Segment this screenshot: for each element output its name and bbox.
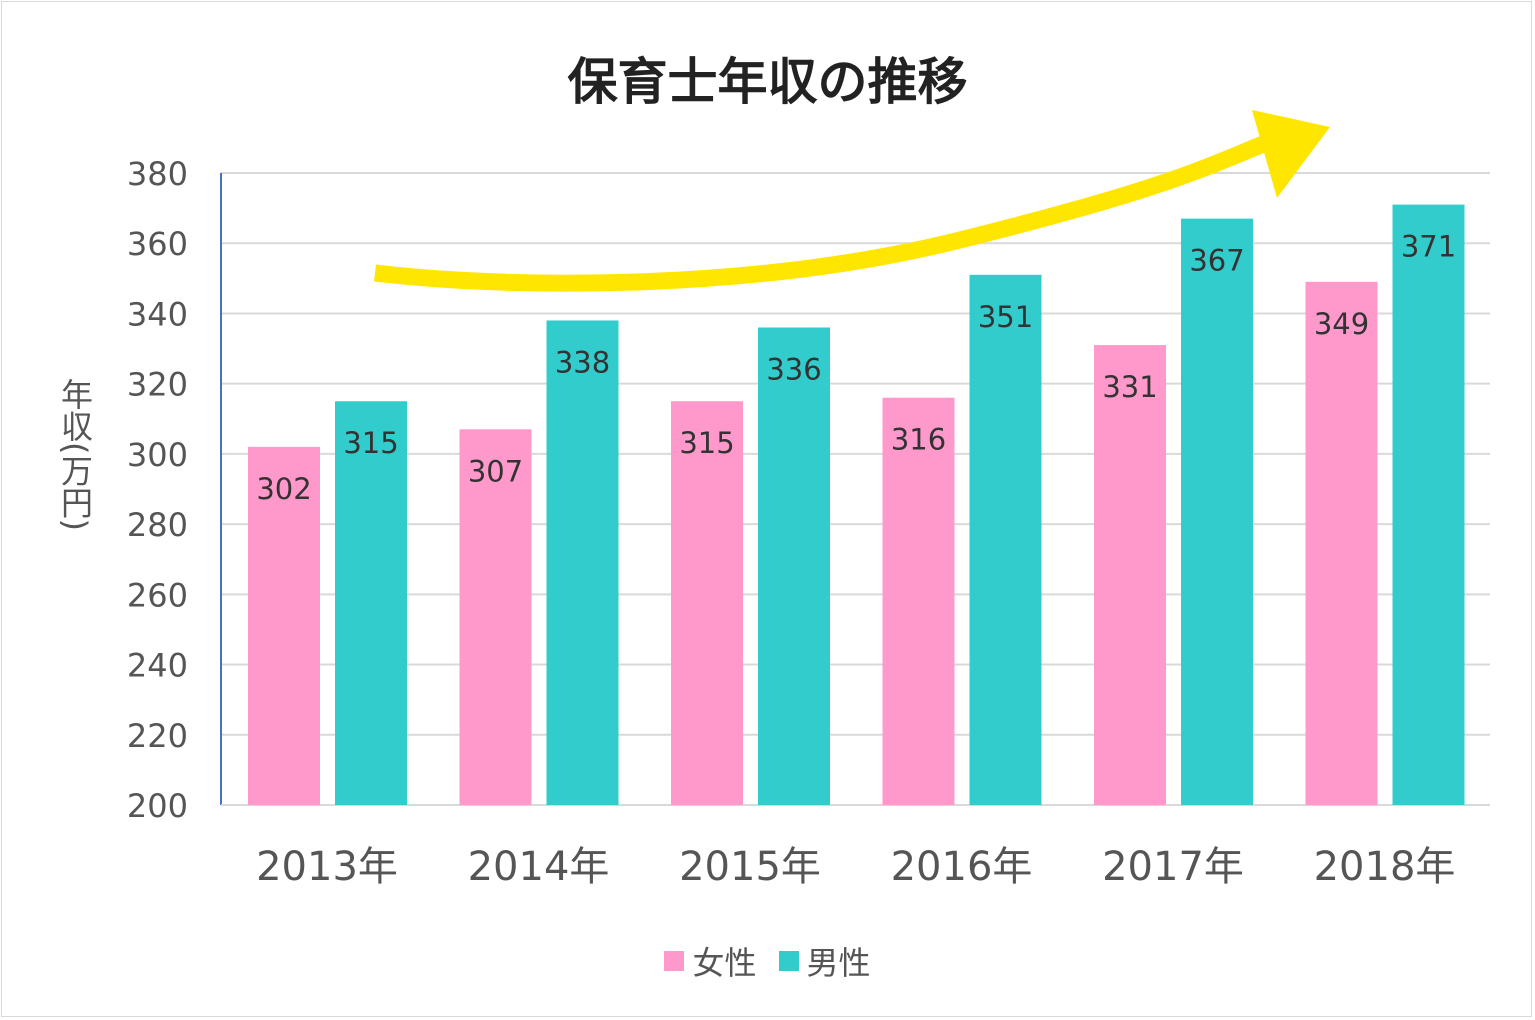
y-tick-label: 220	[127, 717, 188, 755]
x-tick-label: 2015年	[679, 844, 821, 890]
data-label: 331	[1102, 370, 1157, 404]
y-tick-label: 240	[127, 647, 188, 685]
y-tick-label: 360	[127, 225, 188, 263]
bar-female	[882, 397, 955, 805]
bar-male	[335, 401, 407, 805]
x-tick-label: 2016年	[891, 844, 1033, 890]
x-tick-label: 2017年	[1102, 844, 1244, 890]
trend-arrow-head	[1252, 110, 1330, 198]
data-label: 371	[1401, 230, 1456, 264]
bar-male	[758, 327, 830, 805]
y-tick-label: 380	[127, 155, 188, 193]
y-tick-label: 320	[127, 366, 188, 404]
trend-arrow-shaft	[374, 134, 1272, 292]
data-label: 338	[555, 345, 610, 379]
y-tick-label: 200	[127, 787, 188, 825]
legend-label-male: 男性	[806, 944, 871, 982]
y-axis-label: 年収(万円)	[56, 378, 94, 531]
y-tick-label: 340	[127, 295, 188, 333]
bar-male	[546, 320, 619, 805]
bar-male	[1181, 218, 1253, 806]
legend-item-male: 男性	[778, 938, 871, 984]
legend-swatch-female	[664, 951, 685, 971]
data-label: 307	[468, 454, 523, 488]
data-label: 351	[978, 300, 1033, 334]
bar-male	[969, 274, 1042, 805]
legend-item-female: 女性	[664, 938, 757, 984]
bar-female	[248, 446, 320, 805]
data-label: 302	[256, 472, 311, 506]
x-tick-label: 2014年	[468, 844, 610, 890]
data-label: 349	[1314, 307, 1369, 341]
bar-female	[671, 401, 743, 805]
data-label: 367	[1189, 244, 1244, 278]
data-label: 315	[343, 426, 398, 460]
bar-female	[1094, 345, 1166, 805]
bar-female	[459, 429, 532, 805]
bar-male	[1392, 204, 1465, 806]
x-tick-label: 2013年	[256, 844, 398, 890]
bar-female	[1305, 281, 1378, 805]
legend: 女性 男性	[0, 938, 1535, 984]
legend-swatch-male	[778, 951, 799, 971]
x-tick-label: 2018年	[1314, 844, 1456, 890]
data-label: 336	[766, 352, 821, 386]
legend-label-female: 女性	[692, 944, 757, 982]
y-tick-label: 260	[127, 576, 188, 614]
data-label: 315	[679, 426, 734, 460]
chart-title: 保育士年収の推移	[567, 53, 968, 111]
data-label: 316	[891, 423, 946, 457]
y-tick-label: 300	[127, 436, 188, 474]
y-tick-label: 280	[127, 506, 188, 544]
